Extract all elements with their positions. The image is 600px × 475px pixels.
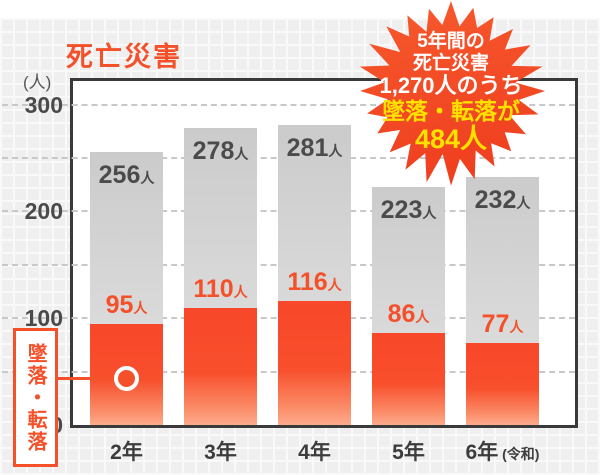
y-tick-label-100: 100 bbox=[24, 305, 63, 332]
x-tick-label-4年: 4年 bbox=[298, 441, 331, 464]
callout-connector-dot bbox=[114, 366, 139, 391]
bar-falls-3年 bbox=[184, 308, 257, 425]
badge-line-5: 484人 bbox=[414, 124, 488, 155]
bar-falls-6年 bbox=[466, 343, 539, 425]
gridline-300 bbox=[2, 103, 575, 106]
y-tick-label-200: 200 bbox=[24, 198, 63, 225]
bar-falls-5年 bbox=[372, 333, 445, 425]
x-tick-label-3年: 3年 bbox=[204, 441, 237, 464]
badge-line-4: 墜落・転落が bbox=[382, 97, 520, 124]
badge-line-1: 5年間の bbox=[417, 31, 485, 53]
bar-total-value-6年: 232人 bbox=[474, 186, 531, 214]
x-tick-label-6年: 6年 (令和) bbox=[465, 441, 540, 464]
bar-falls-value-5年: 86人 bbox=[387, 300, 430, 328]
callout-connector-line bbox=[56, 377, 122, 380]
era-note: (令和) bbox=[498, 446, 540, 462]
falls-callout-label: 墜落・転落 bbox=[24, 342, 46, 453]
bar-falls-value-6年: 77人 bbox=[481, 310, 524, 338]
bar-falls-value-4年: 116人 bbox=[287, 268, 342, 296]
falls-callout-box: 墜落・転落 bbox=[13, 328, 58, 467]
badge-line-2: 死亡災害 bbox=[412, 52, 489, 74]
bar-falls-value-2年: 95人 bbox=[105, 291, 148, 319]
bar-falls-4年 bbox=[278, 301, 351, 425]
bar-total-value-4年: 281人 bbox=[286, 134, 343, 162]
y-axis-unit-label: (人) bbox=[23, 73, 52, 92]
y-tick-label-300: 300 bbox=[24, 91, 63, 118]
bars-layer: 256人 95人 278人 110人 281人 116人 223人 86人 232人 77人 bbox=[73, 81, 575, 425]
bar-total-value-5年: 223人 bbox=[380, 196, 437, 224]
bar-falls-value-3年: 110人 bbox=[193, 275, 248, 303]
x-tick-label-2年: 2年 bbox=[110, 441, 143, 464]
chart-title: 死亡災害 bbox=[66, 42, 182, 72]
x-tick-label-5年: 5年 bbox=[392, 441, 425, 464]
bar-total-value-3年: 278人 bbox=[192, 137, 249, 165]
bar-total-value-2年: 256人 bbox=[98, 161, 155, 189]
badge-line-3: 1,270人のうち bbox=[379, 72, 523, 98]
starburst-badge-text: 5年間の 死亡災害 1,270人のうち 墜落・転落が 484人 bbox=[351, 0, 551, 186]
starburst-badge bbox=[359, 1, 546, 186]
